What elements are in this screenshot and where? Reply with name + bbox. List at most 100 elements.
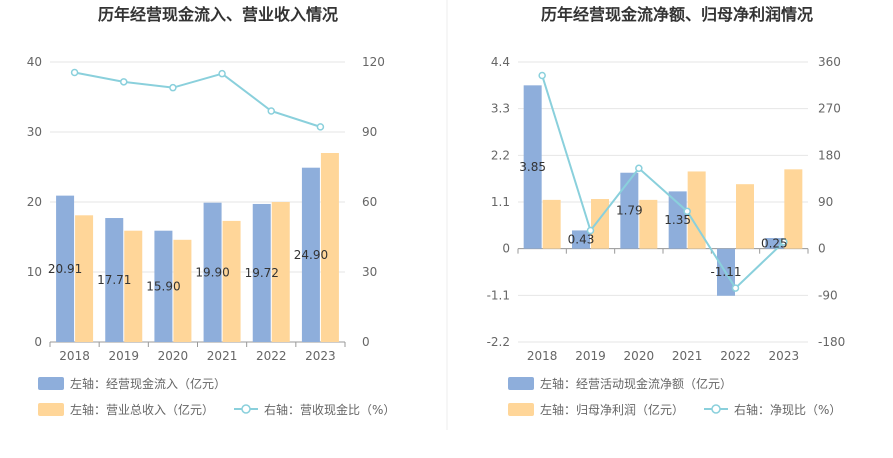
left-axis-tick-label: 4.4 [491, 55, 510, 69]
x-axis-category-label: 2023 [305, 349, 336, 363]
bar-data-label: -1.11 [710, 265, 741, 279]
right-axis-tick-label: -90 [818, 288, 838, 302]
left-axis-tick-label: -1.1 [487, 288, 510, 302]
ratio-point [218, 69, 226, 78]
bar-series-2 [784, 169, 803, 249]
x-axis-category-label: 2022 [256, 349, 287, 363]
left-axis-tick-label: 0 [502, 242, 510, 256]
x-axis-category-label: 2023 [769, 349, 800, 363]
bar-series-1 [252, 203, 271, 342]
ratio-point [120, 78, 128, 86]
ratio-point [267, 107, 275, 115]
bar-data-label: 0.43 [568, 233, 595, 247]
ratio-point [635, 164, 643, 173]
left-axis-tick-label: 20 [27, 195, 42, 209]
bar-series-1 [620, 172, 639, 249]
chart-title: 历年经营现金流净额、归母净利润情况 [541, 5, 813, 24]
x-axis-category-label: 2020 [158, 349, 189, 363]
ratio-point [538, 71, 546, 80]
right-axis-tick-label: 360 [818, 55, 841, 69]
bar-series-1 [154, 230, 173, 342]
left-axis-tick-label: -2.2 [487, 335, 510, 349]
bar-series-1 [572, 230, 590, 249]
ratio-point [780, 238, 788, 246]
bar-data-label: 19.72 [245, 266, 279, 280]
cash-inflow-revenue-chart: 历年经营现金流入、营业收入情况 0 10 20 30 40 0 30 60 90 120 2018 20… [27, 5, 396, 417]
bar-series-2 [542, 199, 561, 249]
ratio-point [70, 68, 79, 77]
bar-series-2 [271, 202, 290, 342]
x-axis-category-label: 2020 [624, 349, 655, 363]
right-axis-tick-label: 270 [818, 102, 841, 116]
ratio-point [316, 123, 325, 131]
bar-data-label: 20.91 [48, 262, 82, 276]
legend-swatch-bar-1 [508, 377, 534, 390]
bar-data-label: 1.35 [664, 213, 691, 227]
bar-series-1 [765, 238, 784, 249]
x-axis-category-label: 2021 [207, 349, 238, 363]
right-axis-tick-label: 0 [362, 335, 370, 349]
bar-data-label: 3.85 [519, 160, 546, 174]
legend-label: 左轴：营业总收入（亿元） [70, 402, 214, 417]
x-axis-category-label: 2019 [575, 349, 606, 363]
left-axis-tick-label: 3.3 [491, 102, 510, 116]
bar-series-2 [639, 199, 658, 249]
ratio-point [731, 284, 740, 292]
bar-data-label: 1.79 [616, 204, 643, 218]
bar-series-2 [320, 153, 339, 342]
bar-series-2 [736, 184, 754, 249]
legend-swatch-bar-2 [38, 403, 64, 416]
bar-series-2 [222, 220, 241, 342]
net-cashflow-profit-chart: 历年经营现金流净额、归母净利润情况 -2.2 -1.1 0 1.1 2.2 3.3 4.4 -1… [487, 5, 846, 417]
x-axis-category-label: 2021 [672, 349, 703, 363]
bar-series-1 [203, 202, 222, 342]
legend-label: 左轴：经营活动现金流净额（亿元） [540, 376, 732, 391]
bar-series-1 [56, 195, 75, 342]
left-axis-tick-label: 1.1 [491, 195, 510, 209]
legend-label: 左轴：归母净利润（亿元） [540, 402, 684, 417]
bar-data-label: 0.25 [761, 236, 788, 250]
bar-data-label: 19.90 [195, 265, 229, 279]
left-axis-tick-label: 10 [27, 265, 42, 279]
bar-series-1 [301, 167, 320, 342]
bar-series-1 [523, 85, 542, 249]
legend-label: 右轴：营收现金比（%） [264, 402, 395, 417]
bar-series-1 [105, 218, 124, 342]
ratio-point [169, 83, 177, 92]
right-axis-tick-label: 90 [818, 195, 833, 209]
bar-series-2 [75, 215, 94, 342]
legend-swatch-point [711, 404, 721, 414]
right-axis-tick-label: 90 [362, 125, 377, 139]
bar-data-label: 15.90 [146, 279, 180, 293]
bar-data-label: 17.71 [97, 273, 131, 287]
bar-data-label: 24.90 [294, 248, 328, 262]
legend-swatch-bar-1 [38, 377, 64, 390]
legend-swatch-point [241, 404, 251, 414]
legend-label: 左轴：经营现金流入（亿元） [70, 376, 226, 391]
x-axis-category-label: 2019 [108, 349, 139, 363]
ratio-point [683, 207, 691, 216]
ratio-line [541, 75, 785, 290]
right-axis-tick-label: 120 [362, 55, 385, 69]
ratio-line [74, 71, 321, 128]
chart-title: 历年经营现金流入、营业收入情况 [98, 5, 338, 24]
legend-label: 右轴：净现比（%） [734, 402, 841, 417]
x-axis-category-label: 2018 [59, 349, 90, 363]
right-axis-tick-label: 60 [362, 195, 377, 209]
right-axis-tick-label: 30 [362, 265, 377, 279]
right-axis-tick-label: 180 [818, 148, 841, 162]
ratio-point [586, 226, 595, 235]
bar-series-2 [124, 230, 143, 342]
right-axis-tick-label: -180 [818, 335, 845, 349]
x-axis-category-label: 2022 [720, 349, 751, 363]
left-axis-tick-label: 0 [34, 335, 42, 349]
left-axis-tick-label: 40 [27, 55, 42, 69]
x-axis-category-label: 2018 [527, 349, 558, 363]
bar-series-2 [173, 239, 192, 342]
bar-series-2 [687, 171, 706, 249]
legend-swatch-bar-2 [508, 403, 534, 416]
left-axis-tick-label: 2.2 [491, 148, 510, 162]
right-axis-tick-label: 0 [818, 242, 826, 256]
left-axis-tick-label: 30 [27, 125, 42, 139]
